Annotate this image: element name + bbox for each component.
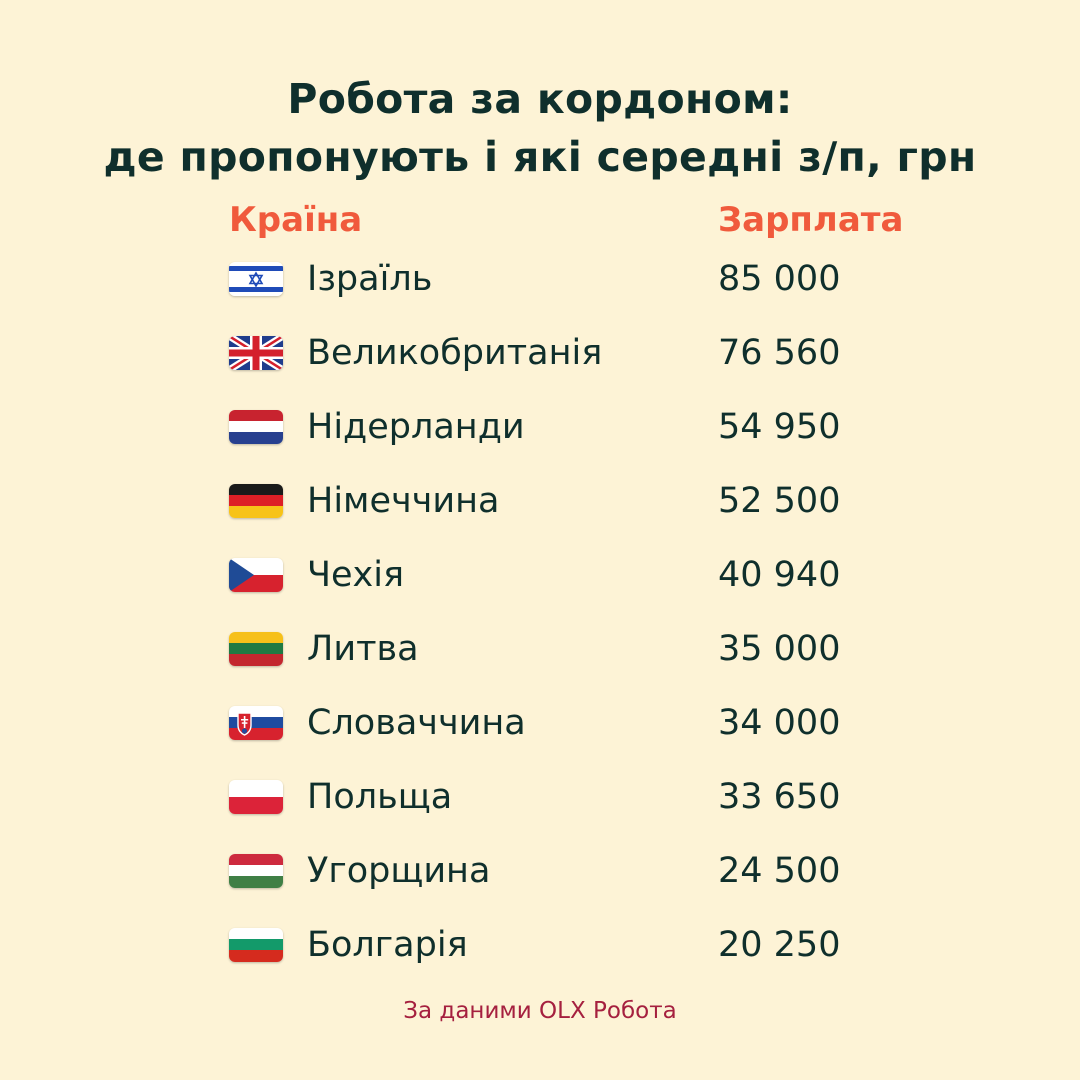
uk-flag-icon (229, 336, 283, 370)
hungary-flag-icon (229, 854, 283, 888)
salary-value: 40 940 (718, 555, 841, 595)
salary-value: 24 500 (718, 851, 841, 891)
country-name: Чехія (307, 555, 405, 595)
salary-value: 85 000 (718, 259, 841, 299)
salary-value: 54 950 (718, 407, 841, 447)
table-row: Великобританія 76 560 (0, 322, 1080, 396)
country-name: Ізраїль (307, 259, 433, 299)
source-note: За даними OLX Робота (403, 998, 677, 1024)
table-row: Литва 35 000 (0, 618, 1080, 692)
table-row: Чехія 40 940 (0, 544, 1080, 618)
country-name: Словаччина (307, 703, 526, 743)
country-name: Болгарія (307, 925, 468, 965)
country-name: Польща (307, 777, 453, 817)
country-name: Німеччина (307, 481, 500, 521)
lithuania-flag-icon (229, 632, 283, 666)
germany-flag-icon (229, 484, 283, 518)
bulgaria-flag-icon (229, 928, 283, 962)
salary-column-header: Зарплата (718, 200, 904, 240)
country-name: Угорщина (307, 851, 491, 891)
netherlands-flag-icon (229, 410, 283, 444)
table-row: Болгарія 20 250 (0, 914, 1080, 988)
salary-value: 33 650 (718, 777, 841, 817)
country-name: Нідерланди (307, 407, 525, 447)
country-name: Великобританія (307, 333, 603, 373)
page-title-line-2: де пропонують і які середні з/п, грн (103, 133, 977, 181)
salary-value: 52 500 (718, 481, 841, 521)
country-column-header: Країна (229, 200, 363, 240)
salary-value: 35 000 (718, 629, 841, 669)
table-row: Польща 33 650 (0, 766, 1080, 840)
poland-flag-icon (229, 780, 283, 814)
table-row: Нідерланди 54 950 (0, 396, 1080, 470)
table-row: Угорщина 24 500 (0, 840, 1080, 914)
country-name: Литва (307, 629, 419, 669)
slovakia-flag-icon (229, 706, 283, 740)
page-title-line-1: Робота за кордоном: (287, 75, 793, 123)
table-row: Німеччина 52 500 (0, 470, 1080, 544)
salary-value: 34 000 (718, 703, 841, 743)
table-row: Словаччина 34 000 (0, 692, 1080, 766)
table-row: Ізраїль 85 000 (0, 248, 1080, 322)
salary-value: 76 560 (718, 333, 841, 373)
salary-value: 20 250 (718, 925, 841, 965)
israel-flag-icon (229, 262, 283, 296)
czechia-flag-icon (229, 558, 283, 592)
